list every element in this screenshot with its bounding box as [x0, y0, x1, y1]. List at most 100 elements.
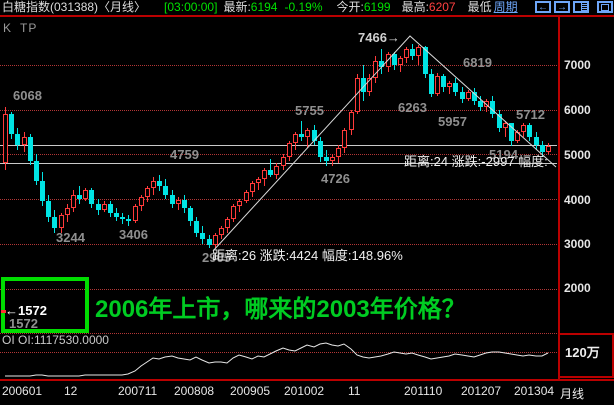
- y-tick-2000: 2000: [564, 281, 591, 295]
- candle-201208: [490, 101, 495, 114]
- chart-canvas[interactable]: K TP 6068 5755 6819 6263 5957 5712 5194 4759 4726…: [0, 0, 558, 405]
- candle-201107: [410, 49, 415, 56]
- candle-200609: [52, 217, 57, 228]
- y-tick-3000: 3000: [564, 237, 591, 251]
- candle-200712: [145, 188, 150, 197]
- period-link[interactable]: 周期: [493, 0, 518, 14]
- gridline-6000: [0, 110, 557, 111]
- candle-201011: [361, 78, 366, 92]
- peak-price-label: 7466→: [358, 30, 400, 45]
- tab-k[interactable]: K: [3, 21, 13, 35]
- candle-200709: [126, 219, 131, 221]
- candle-200811: [213, 235, 218, 245]
- pivot-label-6819: 6819: [463, 55, 492, 70]
- candle-201110: [429, 74, 434, 94]
- candle-200603: [15, 134, 20, 145]
- candle-200806: [182, 200, 187, 208]
- candle-201202: [453, 83, 458, 92]
- candle-200912: [293, 134, 298, 143]
- annotation-text: 2006年上市，哪来的2003年价格？: [95, 296, 466, 323]
- candle-200802: [157, 181, 162, 186]
- candle-200801: [151, 181, 156, 188]
- candle-200611: [65, 208, 70, 215]
- gridline-2000: [0, 289, 557, 290]
- candle-201206: [478, 101, 483, 107]
- candle-201012: [367, 78, 372, 92]
- candle-201002: [305, 130, 310, 137]
- axis-separator-vertical: [558, 17, 560, 380]
- oi-reference-line: [0, 352, 557, 353]
- open-interest-label: OI OI:1117530.0000: [2, 333, 109, 347]
- pivot-label-3244: 3244: [56, 230, 85, 245]
- x-tick-200711: 200711: [118, 384, 158, 398]
- candle-200901: [225, 219, 230, 228]
- candle-201004: [318, 141, 323, 157]
- candle-201303: [534, 137, 539, 145]
- candle-201105: [398, 58, 403, 65]
- open-value: 6199: [363, 0, 391, 14]
- candle-201203: [460, 92, 465, 99]
- candle-201001: [299, 134, 304, 137]
- candle-201211: [509, 123, 514, 141]
- candle-200706: [108, 204, 113, 213]
- candle-201007: [336, 148, 341, 157]
- maximize-icon[interactable]: [597, 1, 613, 13]
- pivot-label-4759: 4759: [170, 147, 199, 162]
- tab-tp[interactable]: TP: [20, 21, 38, 35]
- last-value: 6194: [250, 0, 278, 14]
- candle-201201: [447, 83, 452, 87]
- change-percent: -0.19%: [284, 0, 323, 14]
- candle-201005: [324, 157, 329, 161]
- candle-200608: [46, 201, 51, 217]
- axis-separator-horizontal: [0, 379, 614, 381]
- x-tick-201207: 201207: [461, 384, 502, 398]
- candle-200804: [170, 195, 175, 204]
- candle-200904: [244, 192, 249, 201]
- forward-icon[interactable]: →: [554, 1, 570, 13]
- candle-200707: [114, 213, 119, 217]
- candle-200805: [176, 200, 181, 204]
- candle-200711: [139, 197, 144, 206]
- candle-201003: [312, 130, 317, 141]
- candle-200601: [3, 114, 8, 163]
- candle-201006: [330, 157, 335, 161]
- oi-scale-value: 120万: [565, 345, 600, 360]
- candle-200610: [59, 215, 64, 228]
- candle-201009: [349, 112, 354, 130]
- split-window-icon[interactable]: [573, 1, 589, 13]
- candle-200807: [188, 208, 193, 221]
- period-indicator[interactable]: 月线: [560, 387, 585, 401]
- candle-200602: [9, 114, 14, 134]
- high-value: 6207: [428, 0, 456, 14]
- window-controls: ← →: [535, 1, 613, 13]
- x-tick-201110: 201110: [404, 384, 443, 398]
- pivot-label-6068: 6068: [13, 88, 42, 103]
- candle-200909: [274, 166, 279, 175]
- candle-200810: [207, 239, 212, 245]
- candle-201109: [423, 47, 428, 74]
- pivot-label-2905: 2905: [202, 250, 231, 265]
- candle-201204: [466, 92, 471, 99]
- open-label: 今开:: [336, 0, 364, 14]
- candle-200803: [163, 186, 168, 195]
- pivot-label-3406: 3406: [119, 227, 148, 242]
- candle-201111: [435, 76, 440, 94]
- candle-200902: [231, 206, 236, 219]
- instrument-title: 白糖指数(031388)〈月线〉: [2, 0, 147, 14]
- candle-201212: [515, 132, 520, 141]
- candle-200705: [102, 204, 107, 210]
- pivot-label-5755: 5755: [295, 103, 324, 118]
- candle-200703: [89, 190, 94, 204]
- pivot-label-6263: 6263: [398, 100, 427, 115]
- y-tick-5000: 5000: [564, 148, 591, 162]
- candle-200612: [71, 195, 76, 208]
- y-tick-4000: 4000: [564, 193, 591, 207]
- x-tick-12: 12: [64, 384, 78, 398]
- candle-200604: [22, 137, 27, 145]
- back-icon[interactable]: ←: [535, 1, 551, 13]
- candle-200903: [237, 201, 242, 206]
- alert-line[interactable]: [0, 145, 557, 146]
- y-tick-7000: 7000: [564, 58, 591, 72]
- title-divider: [0, 15, 614, 17]
- candle-200911: [287, 143, 292, 157]
